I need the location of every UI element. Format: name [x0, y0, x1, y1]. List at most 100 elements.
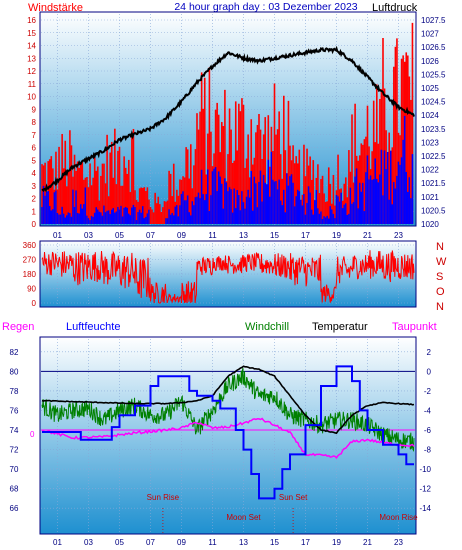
- pressure-tick-label: 1027.5: [421, 16, 446, 25]
- hour-tick-label: 01: [53, 231, 62, 240]
- hour-tick-label: 23: [394, 538, 403, 547]
- hour-tick-label: 11: [208, 231, 217, 240]
- hour-tick-label: 15: [270, 231, 279, 240]
- pressure-series: [41, 45, 415, 193]
- hour-tick-label: 03: [84, 231, 93, 240]
- annotation-label: Moon Rise: [379, 513, 418, 522]
- pressure-tick-label: 1022.5: [421, 152, 446, 161]
- wind-tick-label: 16: [27, 16, 36, 25]
- wind-tick-label: 3: [32, 182, 37, 191]
- pressure-tick-label: 1025: [421, 84, 439, 93]
- direction-tick-label: 180: [23, 270, 37, 279]
- temperature-x-axis: 01 03 05 07 09 11 13 15 17 19 21 23: [53, 538, 403, 547]
- humidity-tick-label: 80: [10, 367, 19, 376]
- temperature-tick-label: -8: [424, 446, 432, 455]
- temperature-tick-label: 2: [427, 348, 432, 357]
- wind-tick-label: 10: [27, 93, 36, 102]
- wind-direction-axis: 0 90 180 270 360: [23, 241, 37, 308]
- wind-tick-label: 8: [32, 118, 37, 127]
- hour-tick-label: 01: [53, 538, 62, 547]
- compass-label: N: [436, 241, 444, 253]
- humidity-line: [42, 365, 414, 500]
- temperature-tick-label: -2: [424, 387, 432, 396]
- legend-temperature: Temperatur: [312, 321, 368, 333]
- temperature-line: [41, 365, 415, 435]
- temperature-series: [41, 365, 415, 500]
- humidity-tick-label: 68: [10, 485, 19, 494]
- humidity-tick-label: 72: [10, 446, 19, 455]
- hour-tick-label: 03: [84, 538, 93, 547]
- hour-tick-label: 17: [301, 231, 310, 240]
- hour-tick-label: 23: [394, 231, 403, 240]
- temperature-tick-label: -4: [424, 406, 432, 415]
- pressure-tick-label: 1026.5: [421, 43, 446, 52]
- temperature-panel: [39, 336, 417, 535]
- wind-speed-series: [41, 22, 414, 224]
- wind-tick-label: 0: [32, 220, 37, 229]
- pressure-tick-label: 1021.5: [421, 179, 446, 188]
- wind-tick-label: 5: [32, 156, 37, 165]
- temperature-tick-label: -14: [419, 504, 431, 513]
- sun-moon-annotations: Sun Rise Sun Set Moon Set Moon Rise: [147, 493, 418, 533]
- hour-tick-label: 13: [239, 538, 248, 547]
- wind-tick-label: 9: [32, 105, 37, 114]
- temperature-tick-label: -6: [424, 426, 432, 435]
- legend-dewpoint: Taupunkt: [392, 321, 437, 333]
- temperature-tick-label: 0: [427, 367, 432, 376]
- pressure-tick-label: 1021: [421, 193, 439, 202]
- direction-tick-label: 360: [23, 241, 37, 250]
- legend-rain: Regen: [2, 321, 34, 333]
- windchill-line: [41, 367, 415, 452]
- pressure-tick-label: 1020.5: [421, 206, 446, 215]
- pressure-tick-label: 1023.5: [421, 125, 446, 134]
- annotation-label: Sun Rise: [147, 493, 180, 502]
- hour-tick-label: 19: [332, 538, 341, 547]
- legend-humidity: Luftfeuchte: [66, 321, 120, 333]
- wind-tick-label: 2: [32, 195, 37, 204]
- humidity-tick-label: 82: [10, 348, 19, 357]
- wind-speed-label: Windstärke: [28, 2, 83, 14]
- pressure-tick-label: 1020: [421, 220, 439, 229]
- temperature-axis: 2 0 -2 -4 -6 -8 -10 -12 -14: [419, 348, 431, 513]
- hour-tick-label: 19: [332, 231, 341, 240]
- pressure-tick-label: 1025.5: [421, 70, 446, 79]
- rain-zero-label: 0: [30, 430, 35, 439]
- wind-tick-label: 13: [27, 54, 36, 63]
- pressure-line: [41, 45, 415, 193]
- wind-tick-label: 15: [27, 29, 36, 38]
- wind-tick-label: 7: [32, 131, 37, 140]
- humidity-axis: 66 68 70 72 74 76 78 80 82: [10, 348, 19, 513]
- hour-tick-label: 21: [363, 538, 372, 547]
- wind-tick-label: 12: [27, 67, 36, 76]
- compass-label: W: [436, 256, 447, 268]
- wind-tick-label: 1: [32, 207, 37, 216]
- compass-label: N: [436, 301, 444, 313]
- humidity-tick-label: 74: [10, 426, 19, 435]
- humidity-tick-label: 66: [10, 504, 19, 513]
- pressure-tick-label: 1024.5: [421, 98, 446, 107]
- direction-tick-label: 90: [27, 285, 36, 294]
- pressure-label: Luftdruck: [372, 2, 418, 14]
- hour-tick-label: 09: [177, 538, 186, 547]
- humidity-tick-label: 78: [10, 387, 19, 396]
- hour-tick-label: 15: [270, 538, 279, 547]
- annotation-label: Moon Set: [226, 513, 261, 522]
- wind-tick-label: 4: [32, 169, 37, 178]
- wind-pressure-x-axis: 01 03 05 07 09 11 13 15 17 19 21 23: [53, 231, 403, 240]
- pressure-axis: 1020 1020.5 1021 1021.5 1022 1022.5 1023 1023.5…: [421, 16, 446, 229]
- compass-label: O: [436, 286, 445, 298]
- wind-direction-line: [41, 250, 415, 304]
- legend-windchill: Windchill: [245, 321, 289, 333]
- compass-label: S: [436, 271, 443, 283]
- chart-title: 24 hour graph day : 03 Dezember 2023: [174, 1, 357, 13]
- dewpoint-line: [41, 417, 415, 459]
- pressure-tick-label: 1027: [421, 30, 439, 39]
- hour-tick-label: 17: [301, 538, 310, 547]
- wind-tick-label: 11: [28, 80, 37, 89]
- wind-tick-label: 6: [32, 144, 37, 153]
- temperature-tick-label: -12: [419, 485, 431, 494]
- wind-tick-label: 14: [27, 42, 36, 51]
